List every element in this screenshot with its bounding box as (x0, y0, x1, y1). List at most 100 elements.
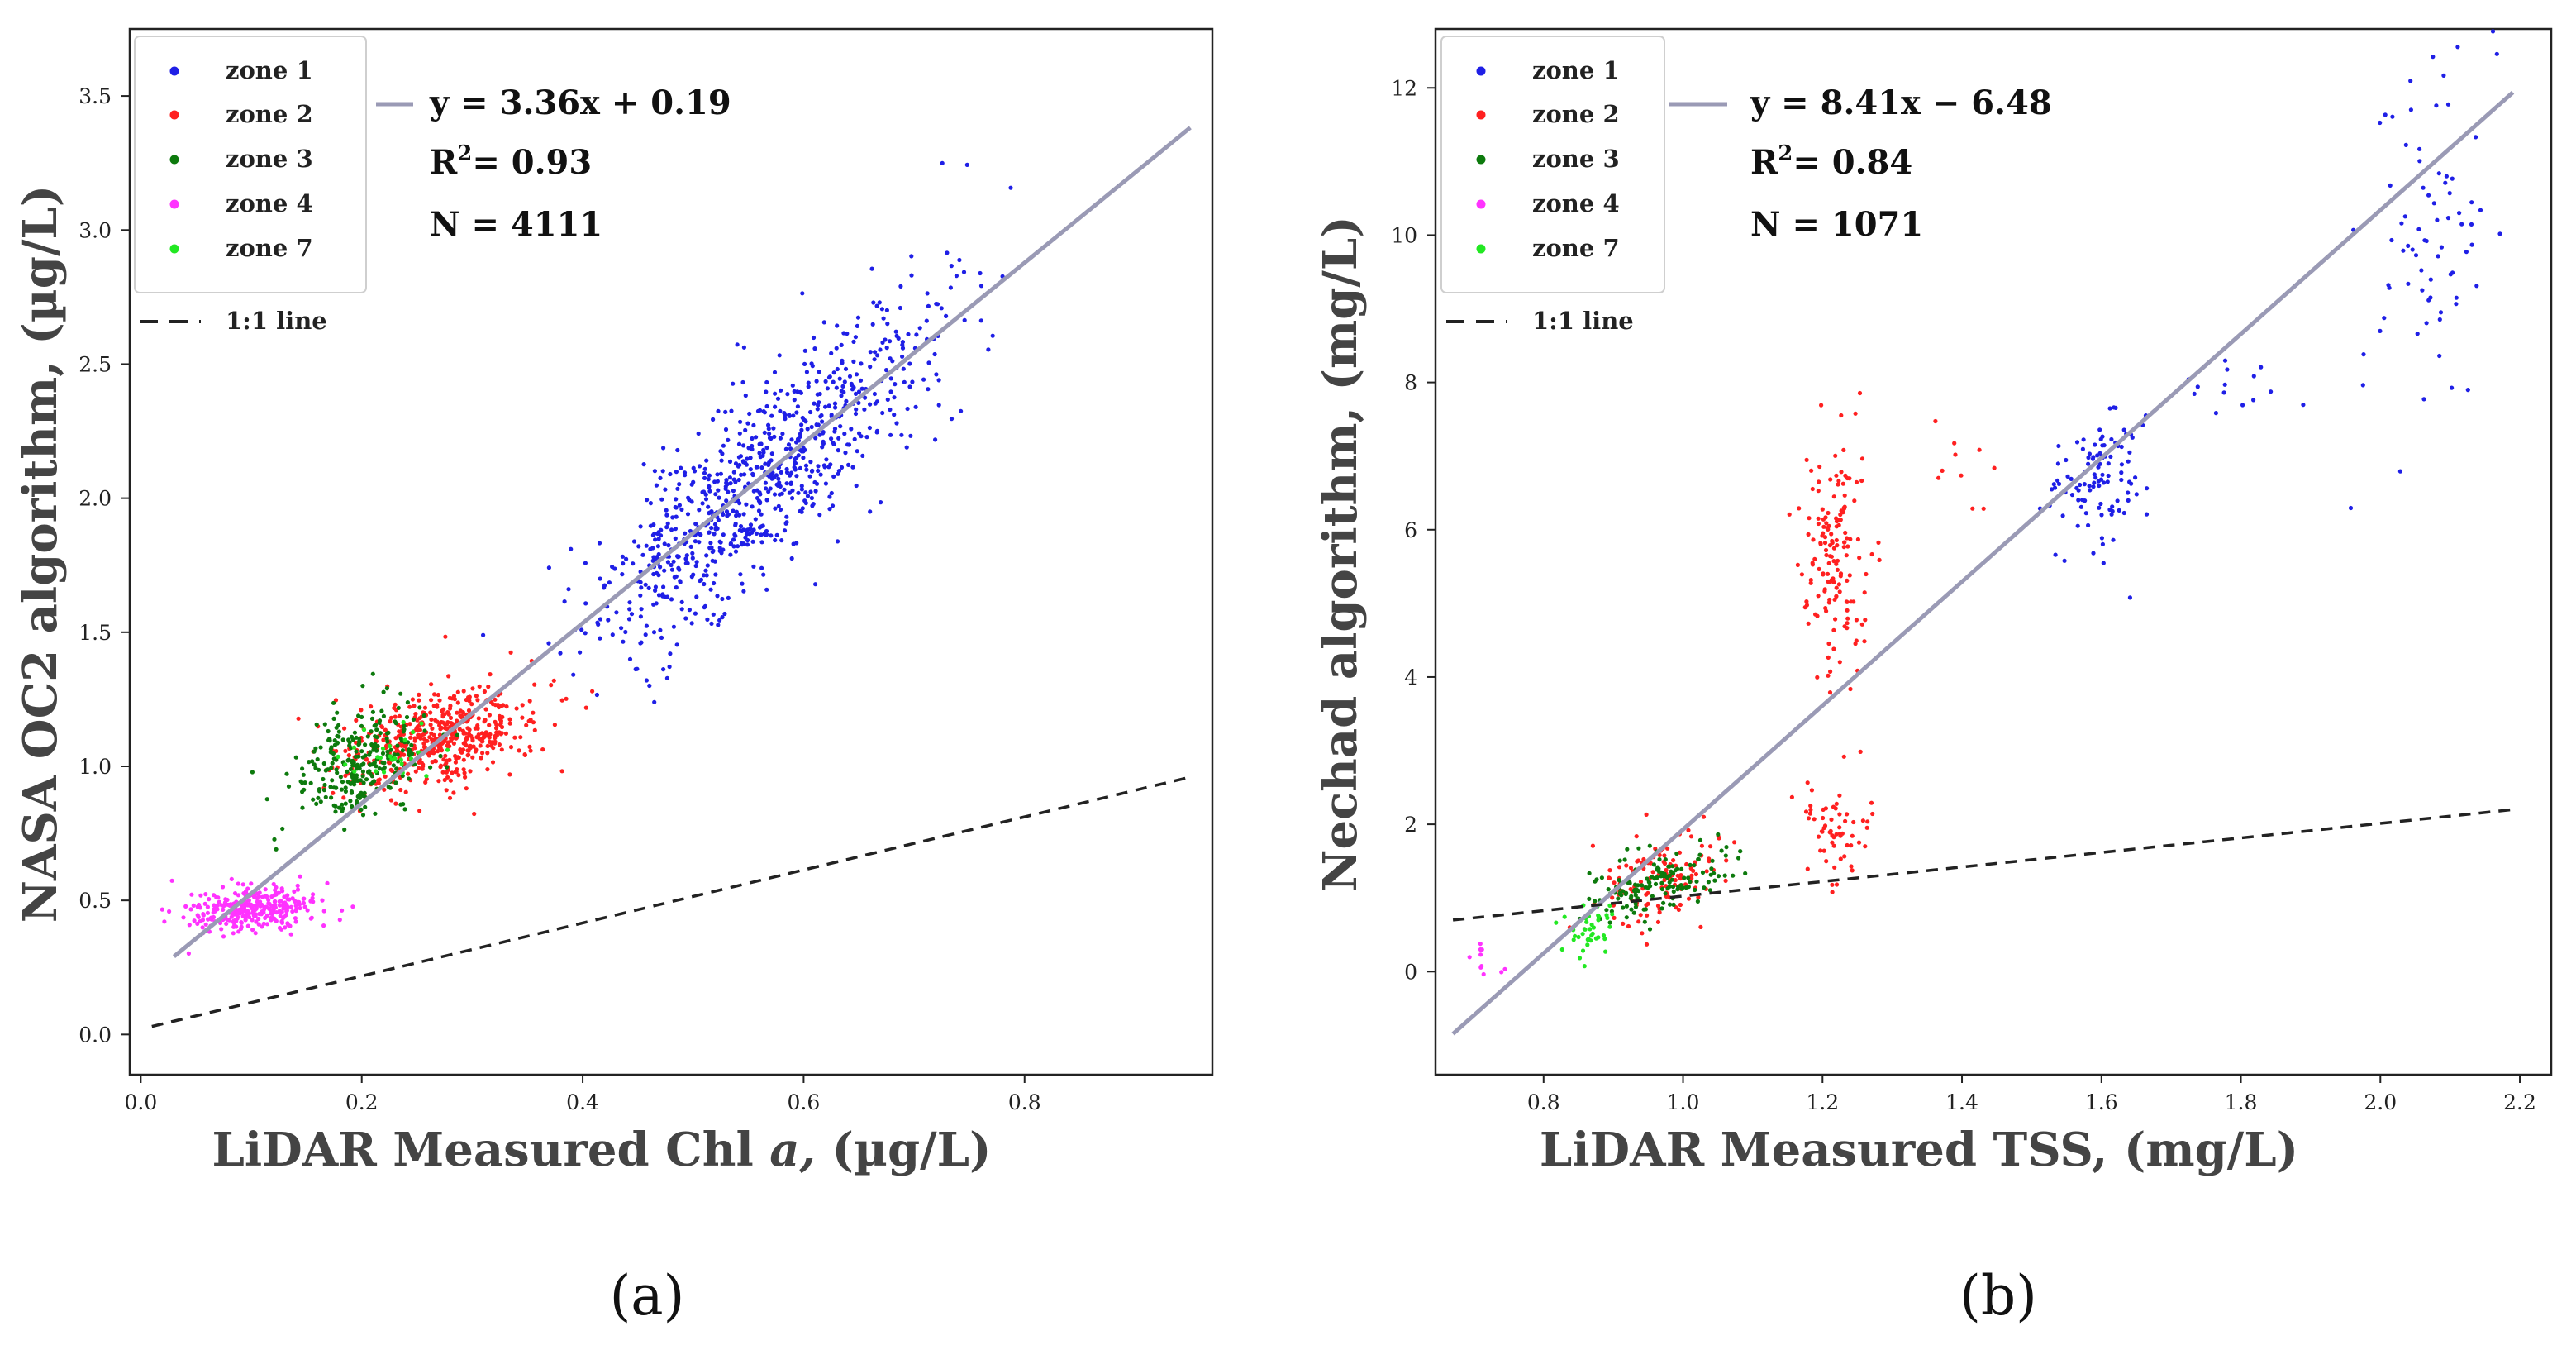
data-point (1669, 869, 1674, 874)
data-point (2436, 254, 2440, 259)
data-point (734, 513, 739, 518)
data-point (659, 497, 664, 502)
data-point (2107, 507, 2112, 513)
x-tick-label: 2.2 (2503, 1090, 2536, 1114)
data-point (711, 612, 716, 617)
data-point (442, 777, 447, 783)
data-point (1827, 690, 1833, 695)
data-point (1826, 561, 1831, 565)
data-point (666, 543, 671, 548)
data-point (621, 639, 626, 644)
data-point (724, 498, 729, 503)
data-point (802, 498, 807, 503)
data-point (957, 257, 962, 263)
data-point (361, 727, 367, 732)
data-point (2454, 295, 2459, 300)
data-point (859, 361, 864, 366)
data-point (1834, 537, 1839, 543)
fit-equation: y = 3.36x + 0.19 (429, 83, 731, 122)
data-point (676, 554, 681, 559)
data-point (719, 551, 724, 556)
data-point (332, 742, 337, 747)
data-point (1821, 807, 1826, 813)
data-point (332, 738, 337, 743)
data-point (1695, 899, 1700, 904)
data-point (388, 754, 393, 759)
data-point (407, 752, 412, 758)
data-point (851, 359, 856, 364)
data-point (905, 406, 910, 412)
data-point (1621, 921, 1626, 926)
data-point (2080, 446, 2085, 451)
data-point (522, 752, 528, 758)
data-point (750, 446, 755, 452)
data-point (499, 724, 505, 730)
data-point (1674, 851, 1679, 856)
data-point (1842, 493, 1847, 498)
data-point (817, 513, 822, 518)
data-point (392, 752, 397, 757)
data-point (784, 470, 790, 475)
data-point (1636, 846, 1641, 851)
data-point (212, 893, 217, 898)
data-point (759, 465, 764, 470)
data-point (252, 894, 257, 899)
data-point (759, 565, 764, 570)
data-point (546, 641, 551, 646)
data-point (598, 576, 602, 581)
y-axis-title: Nechad algorithm, (mg/L) (1313, 216, 1368, 891)
data-point (727, 459, 733, 465)
data-point (643, 582, 648, 587)
data-point (330, 761, 335, 766)
one-to-one-legend-label: 1:1 line (226, 307, 327, 335)
data-point (1841, 545, 1846, 550)
data-point (422, 728, 427, 733)
data-point (2101, 561, 2106, 565)
data-point (445, 775, 450, 780)
data-point (823, 481, 829, 486)
data-point (347, 740, 352, 745)
data-point (803, 490, 808, 495)
data-point (329, 766, 334, 770)
data-point (906, 332, 911, 336)
data-point (712, 580, 717, 586)
data-point (308, 780, 313, 785)
data-point (719, 458, 724, 463)
scatter-series-zone-7 (336, 719, 450, 779)
data-point (772, 475, 777, 480)
data-point (669, 562, 674, 568)
data-point (393, 780, 398, 785)
data-point (1599, 875, 1604, 880)
data-point (2403, 142, 2408, 147)
data-point (488, 672, 493, 677)
data-point (353, 779, 358, 784)
data-point (498, 718, 504, 723)
data-point (441, 757, 446, 762)
data-point (2097, 483, 2102, 489)
data-point (2064, 457, 2069, 463)
data-point (1959, 473, 1964, 478)
data-point (356, 742, 361, 747)
data-point (621, 561, 626, 566)
data-point (221, 934, 226, 939)
data-point (331, 716, 336, 722)
data-point (1823, 547, 1829, 553)
data-point (476, 716, 481, 721)
data-point (697, 464, 702, 469)
data-point (317, 789, 322, 794)
data-point (1831, 646, 1836, 651)
data-point (1936, 475, 1941, 480)
data-point (800, 291, 805, 296)
data-point (310, 895, 315, 900)
data-point (378, 731, 383, 736)
data-point (1815, 613, 1820, 618)
data-point (402, 752, 407, 757)
data-point (314, 801, 319, 807)
data-point (1869, 800, 1874, 805)
data-point (945, 250, 950, 255)
data-point (480, 751, 485, 756)
data-point (651, 522, 656, 527)
data-point (302, 780, 307, 785)
y-tick-label: 10 (1391, 223, 1417, 247)
data-point (816, 468, 821, 474)
